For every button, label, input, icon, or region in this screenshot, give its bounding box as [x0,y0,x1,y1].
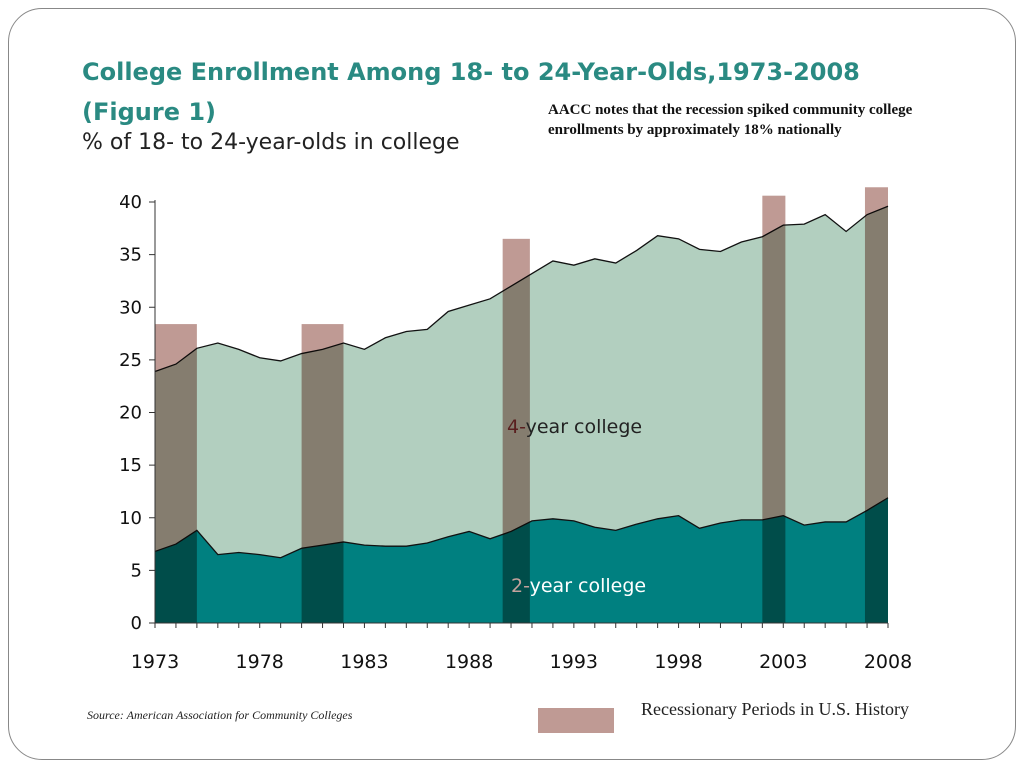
recession-bar-0 [155,324,197,623]
y-tick-label: 35 [119,245,142,266]
series-label-4-year: 4-year college [507,416,642,438]
y-tick-label: 30 [119,297,142,318]
x-tick-label: 1988 [445,651,493,673]
y-tick-label: 40 [119,192,142,213]
x-tick-label: 1978 [236,651,284,673]
x-tick-label: 1973 [131,651,179,673]
recession-bar-2 [502,238,530,623]
x-tick-label: 1993 [550,651,598,673]
recession-bar-3 [762,195,786,623]
recession-bar-1 [301,324,344,623]
x-tick-label: 2008 [864,651,912,673]
x-tick-label: 1983 [340,651,388,673]
y-tick-label: 10 [119,508,142,529]
y-tick-label: 0 [131,613,142,634]
legend-swatch-recession [538,708,614,733]
annotation-note: AACC notes that the recession spiked com… [548,102,913,138]
chart-title-line2: (Figure 1) [82,98,216,126]
y-tick-label: 20 [119,403,142,424]
y-tick-label: 25 [119,350,142,371]
y-tick-label: 15 [119,455,142,476]
y-tick-label: 5 [131,560,142,581]
chart-title: College Enrollment Among 18- to 24-Year-… [82,52,860,132]
y-axis-label: % of 18- to 24-year-olds in college [82,130,460,155]
series-label-2-year: 2-year college [511,575,646,597]
slide-frame [8,8,1016,760]
chart-title-line1: College Enrollment Among 18- to 24-Year-… [82,58,860,86]
recession-bar-4 [864,187,888,623]
x-tick-label: 2003 [759,651,807,673]
source-note: Source: American Association for Communi… [87,708,353,722]
legend-label-recession: Recessionary Periods in U.S. History [641,699,909,719]
x-tick-label: 1998 [654,651,702,673]
